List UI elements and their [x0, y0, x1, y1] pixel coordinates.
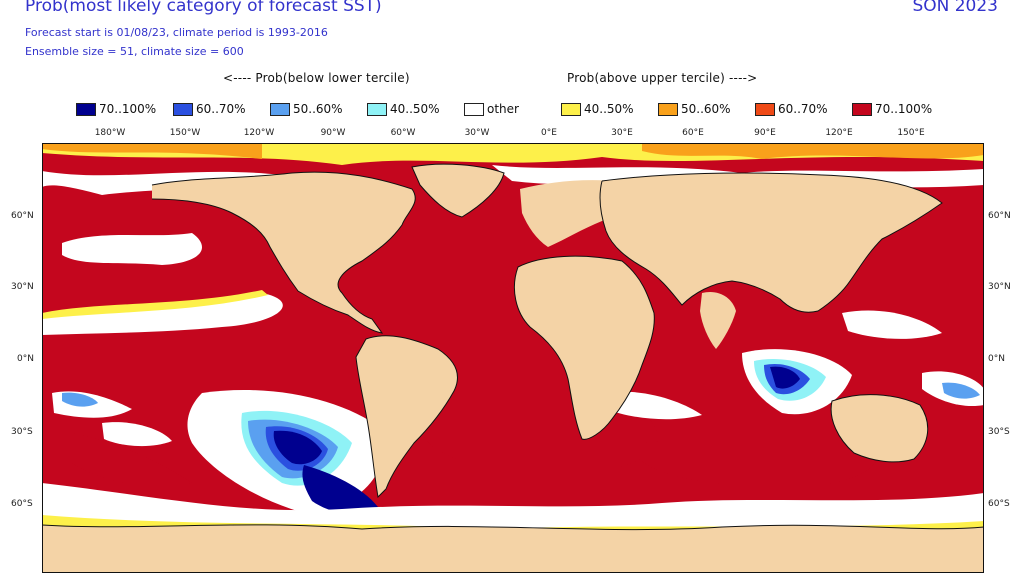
lat-label-right: 60°N	[988, 211, 1011, 221]
legend-item-above-70-100: 70..100%	[852, 101, 932, 117]
legend-item-below-60-70: 60..70%	[173, 101, 246, 117]
lon-label: 0°E	[541, 128, 557, 138]
legend-label: 40..50%	[584, 102, 634, 116]
lon-label: 30°W	[464, 128, 490, 138]
legend-label: 40..50%	[390, 102, 440, 116]
coastline	[513, 255, 655, 440]
sst-probability-region	[42, 483, 984, 535]
ensemble-size-text: Ensemble size = 51, climate size = 600	[25, 45, 244, 58]
lon-label: 90°E	[754, 128, 776, 138]
sst-probability-map	[42, 143, 984, 573]
coastline	[599, 172, 943, 313]
land-mass	[514, 256, 655, 440]
lon-label: 120°E	[825, 128, 853, 138]
lon-label: 150°E	[897, 128, 925, 138]
lat-label-right: 30°N	[988, 282, 1011, 292]
legend-swatch	[270, 102, 290, 116]
sst-probability-region	[102, 422, 172, 447]
lon-label: 120°W	[243, 128, 275, 138]
lat-label-right: 30°S	[988, 427, 1010, 437]
legend-label: 70..100%	[99, 102, 157, 116]
coastline	[830, 394, 929, 463]
lat-label-left: 30°S	[11, 427, 33, 437]
sst-probability-region	[273, 430, 322, 465]
legend-swatch	[464, 102, 484, 116]
legend-swatch	[561, 102, 581, 116]
lon-label: 60°E	[682, 128, 704, 138]
legend-swatch	[173, 102, 193, 116]
coastline	[355, 335, 458, 499]
legend-item-above-40-50: 40..50%	[561, 101, 634, 117]
legend-swatch	[76, 102, 96, 116]
lat-label-left: 30°N	[11, 282, 34, 292]
lon-label: 60°W	[390, 128, 416, 138]
legend-below-heading: <---- Prob(below lower tercile)	[223, 71, 410, 85]
land-mass	[599, 173, 942, 313]
lon-label: 90°W	[320, 128, 346, 138]
legend-item-other: other	[464, 101, 519, 117]
sst-probability-region	[72, 433, 192, 487]
forecast-start-text: Forecast start is 01/08/23, climate peri…	[25, 26, 328, 39]
land-mass	[42, 524, 984, 573]
season-label: SON 2023	[912, 0, 998, 16]
sst-probability-region	[642, 438, 879, 488]
land-mass	[356, 335, 458, 497]
coastline	[411, 163, 505, 218]
sst-probability-region	[42, 290, 268, 319]
coastline	[42, 524, 984, 531]
sst-probability-region	[770, 366, 800, 389]
land-mass	[831, 394, 928, 462]
legend-swatch	[658, 102, 678, 116]
lat-label-left: 0°N	[17, 354, 34, 364]
legend-label: 50..60%	[681, 102, 731, 116]
legend-label: 60..70%	[196, 102, 246, 116]
lon-label: 180°W	[94, 128, 126, 138]
legend-label: 60..70%	[778, 102, 828, 116]
legend-swatch	[852, 102, 872, 116]
legend-label: other	[487, 102, 519, 116]
sst-probability-region	[642, 143, 984, 159]
coastline	[151, 171, 416, 334]
legend-item-below-70-100: 70..100%	[76, 101, 156, 117]
legend-label: 50..60%	[293, 102, 343, 116]
sst-probability-region	[62, 392, 98, 407]
page-title: Prob(most likely category of forecast SS…	[25, 0, 382, 16]
lat-label-left: 60°N	[11, 211, 34, 221]
land-mass	[152, 172, 416, 333]
legend-item-below-50-60: 50..60%	[270, 101, 343, 117]
sst-probability-region	[602, 391, 702, 420]
color-legend: 70..100% 60..70% 50..60% 40..50% other 4…	[0, 101, 1024, 119]
sst-probability-region	[842, 310, 942, 339]
lat-label-right: 0°N	[988, 354, 1005, 364]
legend-item-above-60-70: 60..70%	[755, 101, 828, 117]
legend-item-below-40-50: 40..50%	[367, 101, 440, 117]
sst-probability-region	[302, 465, 378, 515]
legend-above-heading: Prob(above upper tercile) ---->	[567, 71, 758, 85]
land-mass	[700, 291, 736, 349]
legend-swatch	[755, 102, 775, 116]
land-mass	[412, 164, 504, 217]
lon-label: 150°W	[169, 128, 201, 138]
sst-probability-region	[62, 233, 202, 265]
legend-label: 70..100%	[875, 102, 933, 116]
lon-label: 30°E	[611, 128, 633, 138]
lat-label-left: 60°S	[11, 499, 33, 509]
sst-probability-region	[42, 143, 262, 159]
legend-swatch	[367, 102, 387, 116]
lat-label-right: 60°S	[988, 499, 1010, 509]
sst-probability-region	[942, 382, 980, 399]
legend-item-above-50-60: 50..60%	[658, 101, 731, 117]
